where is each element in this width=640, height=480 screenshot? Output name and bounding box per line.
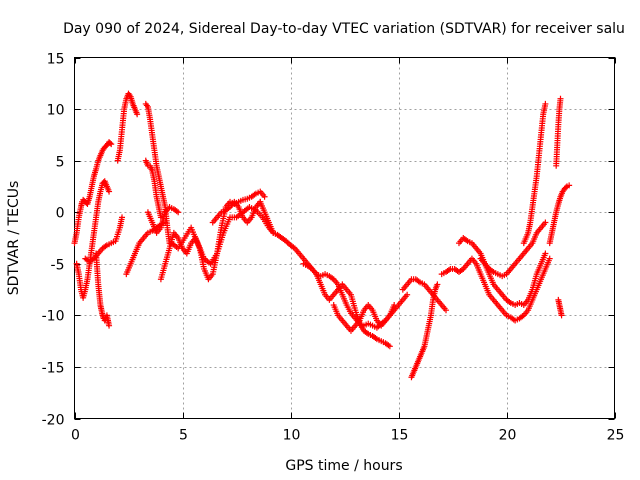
series-arc-j <box>157 188 268 283</box>
series-arc-v <box>546 182 573 247</box>
plot-frame <box>74 57 615 419</box>
series-arc-p <box>408 281 441 381</box>
data-point <box>542 250 549 257</box>
data-point <box>261 193 268 200</box>
series-arc-u <box>520 100 549 247</box>
series-arc-k <box>168 204 277 267</box>
y-axis-label: SDTVAR / TECUs <box>6 181 22 296</box>
series-arc-x <box>555 296 565 319</box>
series-arc-i <box>144 204 182 236</box>
data-point <box>566 182 573 189</box>
y-tick-label: -20 <box>42 413 65 429</box>
data-point <box>562 184 569 191</box>
data-point <box>546 255 553 262</box>
series-arc-h <box>142 157 164 221</box>
y-tick-label: -5 <box>51 258 65 274</box>
data-point <box>404 291 411 298</box>
data-point <box>107 140 114 147</box>
series-arc-b <box>73 178 113 301</box>
data-point <box>391 302 398 309</box>
axis-ticks <box>74 57 616 420</box>
x-tick-label: 0 <box>71 428 80 444</box>
y-tick-label: -15 <box>42 361 65 377</box>
x-tick-label: 10 <box>283 428 301 444</box>
tick-labels: 0 5 10 15 20 25 -20 -15 -10 -5 0 5 10 15 <box>42 52 625 444</box>
y-tick-label: 5 <box>56 155 65 171</box>
y-tick-label: 10 <box>47 103 65 119</box>
chart-title: Day 090 of 2024, Sidereal Day-to-day VTE… <box>63 21 625 37</box>
series-arc-a <box>71 139 115 247</box>
data-points <box>71 90 573 381</box>
data-point <box>134 111 141 118</box>
y-tick-label: -10 <box>42 309 65 325</box>
data-point <box>386 343 393 350</box>
data-point <box>542 219 549 226</box>
x-axis-label: GPS time / hours <box>285 458 402 474</box>
series-arc-w <box>553 95 564 169</box>
data-point <box>558 312 565 319</box>
data-point <box>542 100 549 107</box>
x-tick-label: 15 <box>391 428 409 444</box>
x-tick-label: 20 <box>499 428 517 444</box>
data-point <box>443 307 450 314</box>
grid-lines <box>74 57 615 419</box>
x-tick-label: 5 <box>179 428 188 444</box>
series-arc-e <box>114 90 141 164</box>
y-tick-label: 15 <box>47 52 65 68</box>
data-point <box>106 322 113 329</box>
series-arc-g <box>142 100 173 247</box>
data-point <box>175 209 182 216</box>
data-point <box>119 214 126 221</box>
series-arc-l <box>209 198 264 226</box>
data-point <box>106 188 113 195</box>
series-arc-q <box>399 276 450 314</box>
series-arc-o <box>330 302 398 334</box>
series-arc-c <box>93 250 113 329</box>
series-arc-d <box>82 214 126 265</box>
data-point <box>557 95 564 102</box>
data-point <box>108 141 115 148</box>
series-arc-n <box>300 260 393 350</box>
x-tick-label: 25 <box>607 428 625 444</box>
data-point <box>434 281 441 288</box>
series-arc-t <box>477 219 549 280</box>
y-tick-label: 0 <box>56 206 65 222</box>
